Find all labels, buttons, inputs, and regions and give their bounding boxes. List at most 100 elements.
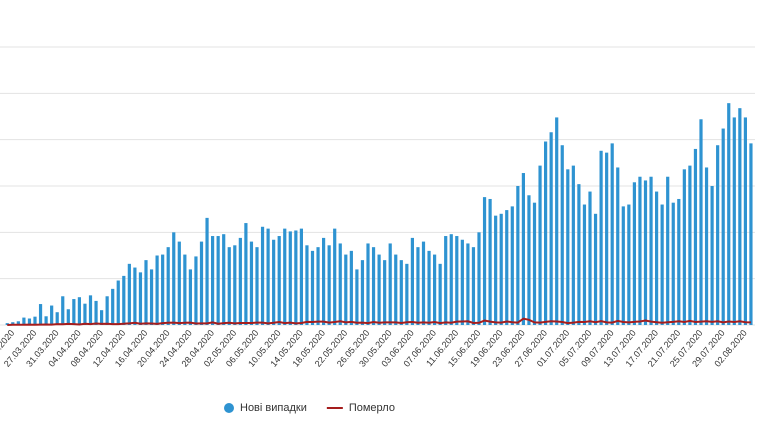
bar: [410, 237, 414, 325]
bar: [605, 152, 609, 325]
bar: [610, 143, 614, 325]
bar: [460, 239, 464, 325]
legend-marker: [224, 403, 234, 413]
bar: [488, 198, 492, 325]
bar: [33, 316, 37, 325]
bar: [588, 191, 592, 325]
bar: [388, 243, 392, 325]
bar: [149, 269, 154, 325]
bar: [655, 191, 659, 325]
bar: [138, 272, 143, 325]
bar: [211, 236, 215, 325]
bar: [499, 213, 503, 325]
bar: [188, 269, 192, 325]
bar: [560, 145, 564, 325]
bar: [344, 254, 348, 325]
bar: [83, 303, 87, 325]
bar: [732, 117, 736, 325]
bar: [649, 176, 653, 325]
bar: [227, 247, 231, 325]
bar: [710, 186, 714, 325]
bar: [444, 236, 448, 325]
bar: [566, 169, 570, 325]
bar: [310, 250, 315, 325]
bar: [161, 254, 165, 325]
bar: [599, 150, 603, 325]
bar: [549, 132, 553, 325]
bar: [494, 215, 498, 325]
bar: [44, 316, 48, 325]
bar: [249, 241, 254, 325]
bar: [366, 243, 370, 325]
bar: [466, 243, 470, 325]
bar: [571, 165, 575, 325]
bar: [194, 256, 198, 325]
bar: [716, 145, 720, 325]
bar: [666, 176, 670, 325]
bar: [166, 247, 170, 325]
bar: [133, 267, 137, 325]
bar: [399, 260, 403, 325]
bar: [255, 247, 259, 325]
bar: [322, 237, 326, 325]
line: [7, 317, 751, 326]
bar: [593, 213, 598, 325]
bar: [505, 210, 509, 325]
bar: [416, 247, 420, 325]
bar: [183, 254, 187, 325]
bar: [38, 304, 43, 325]
bar: [349, 250, 353, 325]
bar: [521, 173, 525, 325]
bar: [127, 263, 131, 325]
bar: [743, 117, 747, 325]
bar: [360, 260, 365, 325]
bar: [272, 239, 276, 325]
bar: [582, 204, 587, 325]
bar: [471, 247, 476, 325]
bar: [482, 197, 487, 325]
bar: [616, 167, 620, 325]
bar: [116, 280, 120, 325]
bar: [55, 312, 59, 325]
bar: [11, 322, 15, 325]
bar: [544, 141, 548, 325]
bar: [693, 148, 698, 325]
bar: [721, 128, 725, 325]
bar: [394, 254, 398, 325]
bar: [316, 247, 320, 325]
bar: [433, 254, 437, 325]
bar: [383, 260, 387, 325]
bar: [555, 117, 559, 325]
bar: [643, 180, 648, 325]
bar: [50, 305, 54, 325]
bar: [305, 245, 309, 325]
bar: [477, 232, 481, 325]
bar: [510, 206, 514, 325]
bar: [532, 202, 537, 325]
bar: [205, 217, 209, 325]
bar: [222, 234, 226, 325]
bar: [233, 245, 237, 325]
bar: [172, 232, 176, 325]
bar: [16, 321, 20, 325]
bar: [516, 186, 520, 325]
bar: [327, 245, 331, 325]
bar: [538, 165, 542, 325]
bar: [216, 236, 220, 325]
bar: [677, 198, 681, 325]
bar: [627, 204, 631, 325]
bar: [244, 223, 248, 325]
bar: [449, 234, 453, 325]
bar: [527, 195, 531, 325]
bar: [455, 236, 459, 325]
bar: [671, 202, 675, 325]
bar: [699, 119, 703, 325]
bar: [122, 275, 126, 325]
legend-label: Померло: [349, 402, 395, 414]
bar: [155, 255, 159, 325]
bar: [94, 300, 98, 325]
bar: [294, 230, 298, 325]
bar: [66, 309, 70, 325]
bar: [688, 165, 692, 325]
